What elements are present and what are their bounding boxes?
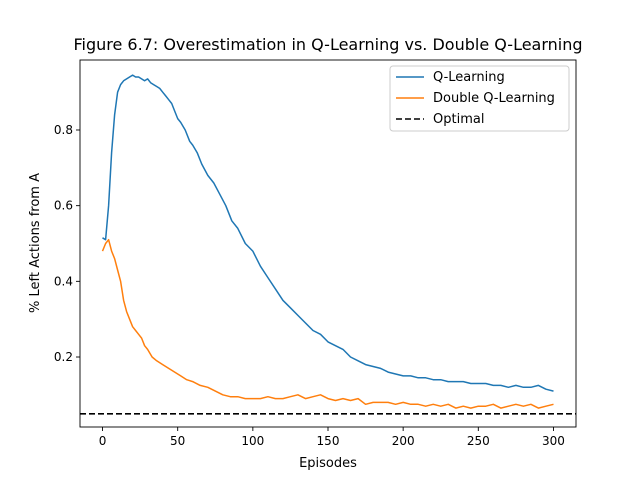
series-line-double-q-learning: [101, 238, 554, 409]
y-tick-label: 0.6: [54, 199, 73, 213]
x-tick-label: 100: [241, 434, 264, 448]
chart-title: Figure 6.7: Overestimation in Q-Learning…: [73, 35, 582, 54]
y-tick-label: 0.4: [54, 274, 73, 288]
x-tick-label: 250: [467, 434, 490, 448]
x-axis-label: Episodes: [299, 456, 357, 471]
legend-box: [389, 65, 570, 132]
x-tick-label: 200: [392, 434, 415, 448]
y-axis-label: % Left Actions from A: [28, 173, 43, 313]
x-tick-label: 50: [170, 434, 185, 448]
y-tick-label: 0.8: [54, 123, 73, 137]
legend-label: Q-Learning: [433, 70, 505, 85]
y-tick-label: 0.2: [54, 350, 73, 364]
legend-label: Double Q-Learning: [433, 91, 555, 106]
series-line-q-learning: [102, 74, 554, 392]
plot-area: 0 50 100 150 200 250 300 0.2 0.4 0.6 0.8: [54, 59, 577, 448]
legend-label: Optimal: [433, 112, 484, 127]
x-tick-label: 0: [99, 434, 107, 448]
x-tick-label: 150: [317, 434, 340, 448]
x-tick-label: 300: [542, 434, 565, 448]
legend: Q-Learning Double Q-Learning Optimal: [389, 65, 570, 132]
